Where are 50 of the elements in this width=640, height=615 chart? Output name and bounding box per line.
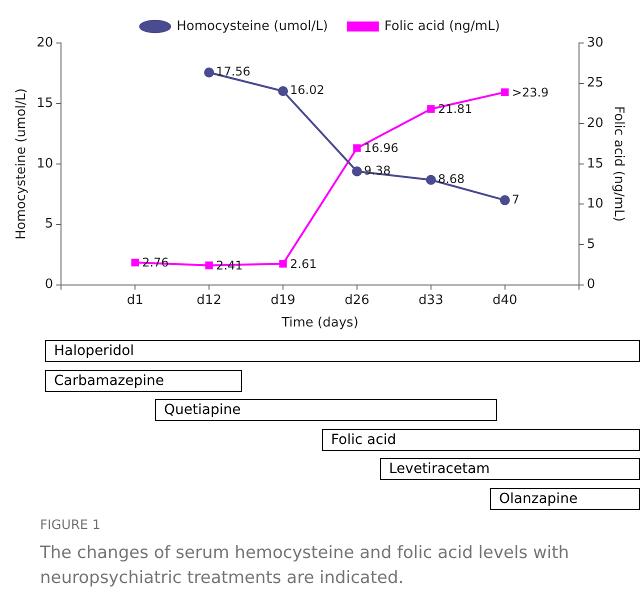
point (204, 68, 214, 78)
text: Levetiracetam (380, 458, 640, 480)
x-axis-title: Time (days) (280, 316, 358, 331)
text: Olanzapine (490, 488, 640, 510)
x-tick-label: d1 (126, 292, 144, 308)
x-tick-label: d19 (270, 292, 296, 308)
data-label: 16.96 (364, 141, 398, 156)
y-tick-label: 15 (36, 96, 54, 111)
point (353, 144, 361, 152)
text: Folic acid (322, 428, 640, 450)
data-label: 2.61 (290, 256, 317, 271)
text: The changes of serum hemocysteine and folic acid levels with neuropsychiatric treatments are indicated. (40, 542, 570, 590)
legend-label: Homocysteine (umol/L) (176, 18, 328, 34)
legend-label: Folic acid (ng/mL) (384, 18, 500, 34)
text: Quetiapine (155, 399, 497, 421)
point (205, 262, 213, 270)
point (352, 166, 362, 176)
y2-tick-label: 20 (586, 116, 604, 131)
data-label: 16.02 (290, 83, 324, 98)
data-label: 17.56 (216, 64, 250, 79)
point (500, 195, 510, 206)
y2-tick-label: 30 (586, 35, 604, 50)
point (427, 105, 435, 113)
text: Carbamazepine (45, 370, 242, 392)
y2-tick-label: 0 (586, 277, 596, 292)
y2-tick-label: 10 (586, 196, 604, 212)
y2-tick-label: 15 (586, 156, 604, 172)
x-tick-label: d12 (196, 292, 222, 308)
x-tick-label: d26 (344, 292, 370, 308)
y2-tick-label: 25 (586, 76, 604, 91)
y-tick-label: 10 (36, 156, 54, 172)
y-tick-label: 20 (36, 35, 54, 50)
point (279, 260, 287, 268)
data-label: >23.9 (512, 85, 549, 100)
y2-tick-label: 5 (586, 236, 596, 252)
point (501, 88, 509, 96)
x-tick-label: d33 (418, 292, 444, 308)
point (131, 258, 139, 266)
data-label: 8.68 (438, 172, 465, 186)
data-label: 21.81 (438, 102, 472, 116)
y-axis-title: Homocysteine (umol/L) (14, 88, 30, 240)
x-tick-label: d40 (492, 292, 518, 308)
text: Haloperidol (45, 340, 640, 362)
y2-axis-title: Folic acid (ng/mL) (610, 106, 626, 222)
data-label: 7 (512, 192, 520, 206)
y-tick-label: 0 (44, 277, 54, 292)
point (426, 174, 436, 185)
y-tick-label: 5 (44, 216, 54, 232)
point (278, 86, 288, 96)
caption: FIGURE 1 (40, 517, 102, 535)
